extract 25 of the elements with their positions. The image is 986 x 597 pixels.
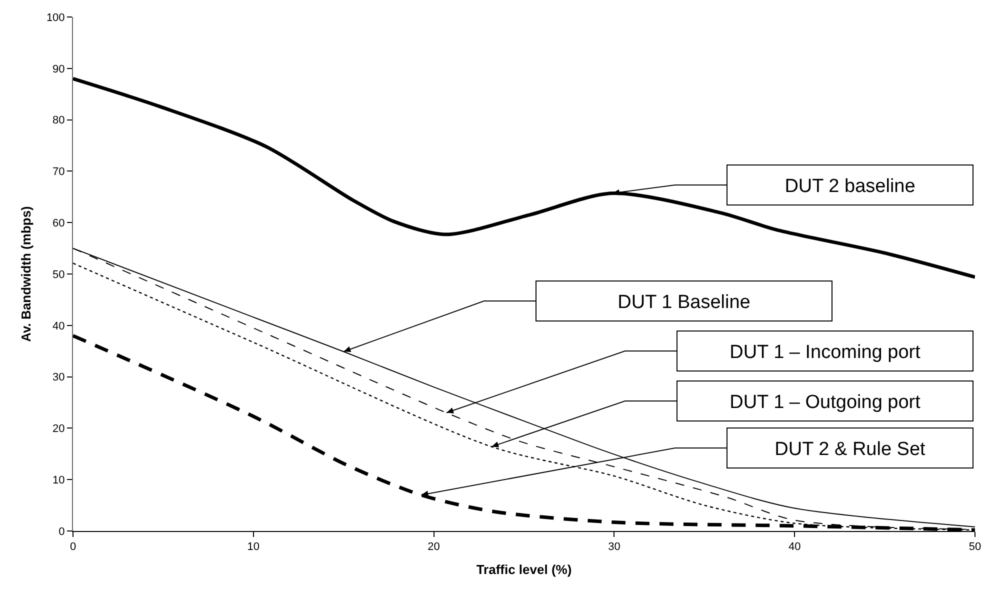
annotation: DUT 1 – Incoming port [730, 342, 922, 363]
y-tick-label: 90 [52, 63, 65, 76]
line-series [73, 76, 975, 279]
y-tick-label: 60 [52, 217, 65, 230]
y-axis-title: Av. Bandwidth (mbps) [18, 206, 34, 342]
x-tick-label: 10 [247, 541, 260, 554]
y-tick-label: 30 [52, 372, 65, 384]
y-tick-label: 70 [52, 166, 65, 178]
y-tick-label: 50 [52, 268, 65, 281]
x-axis-title: Traffic level (%) [476, 562, 572, 577]
annotation: DUT 2 & Rule Set [774, 439, 926, 460]
y-tick-label: 40 [52, 320, 65, 332]
annotation: DUT 2 baseline [784, 176, 916, 197]
x-tick-label: 40 [788, 541, 801, 554]
y-tick-label: 20 [52, 423, 65, 436]
y-tick-label: 10 [52, 474, 65, 486]
annotation: DUT 1 Baseline [618, 292, 750, 313]
annotation: DUT 1 – Outgoing port [730, 392, 922, 413]
x-tick-label: 20 [428, 541, 440, 554]
y-tick-label: 100 [46, 12, 65, 24]
x-tick-label: 30 [608, 541, 620, 554]
x-tick-label: 0 [70, 541, 76, 554]
y-tick-label: 80 [52, 114, 65, 127]
y-tick-label: 0 [58, 526, 65, 538]
x-tick-label: 50 [968, 541, 982, 554]
